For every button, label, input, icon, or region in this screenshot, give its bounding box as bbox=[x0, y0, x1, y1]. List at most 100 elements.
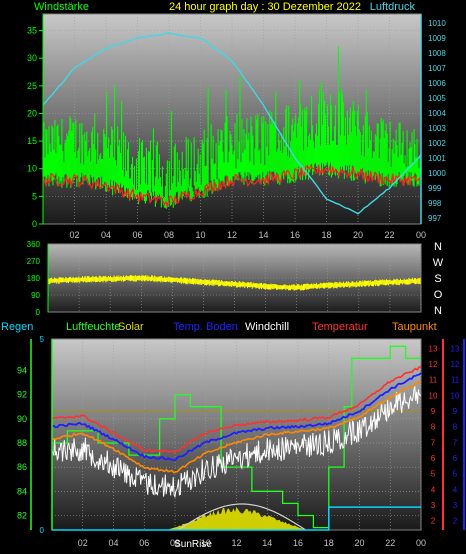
chart3-y-temp-tick: 2 bbox=[431, 517, 436, 526]
chart3-y-rain-tick: 0 bbox=[40, 526, 45, 535]
chart3-y-soil-tick: 10 bbox=[451, 391, 460, 400]
legend-taupunkt: Taupunkt bbox=[392, 321, 437, 333]
chart3-y-temp-tick: 7 bbox=[431, 438, 436, 447]
chart3-x-tick: 08 bbox=[170, 538, 180, 548]
chart1-x-tick: 02 bbox=[69, 230, 79, 240]
chart1-y-right-tick: 1003 bbox=[428, 124, 446, 133]
chart1-y-left-tick: 15 bbox=[27, 136, 37, 146]
chart3-y-left-tick: 82 bbox=[17, 510, 27, 520]
chart1-y-right-tick: 1000 bbox=[428, 169, 446, 178]
chart1-y-left-tick: 5 bbox=[32, 191, 37, 201]
chart1-y-left-tick: 0 bbox=[32, 219, 37, 229]
chart1-y-left-tick: 35 bbox=[27, 26, 37, 36]
chart3-x-tick: 00 bbox=[416, 538, 426, 548]
chart1-y-right-tick: 1007 bbox=[428, 64, 446, 73]
chart3-x-tick: 04 bbox=[108, 538, 118, 548]
chart1-y-right-tick: 999 bbox=[428, 184, 442, 193]
chart2-compass-label: N bbox=[434, 305, 442, 317]
chart2-y-tick: 270 bbox=[27, 257, 41, 266]
temperature-line bbox=[51, 366, 422, 454]
sunrise-annotation: SunRise bbox=[174, 539, 212, 550]
chart3-x-tick: 14 bbox=[262, 538, 272, 548]
chart1-x-tick: 00 bbox=[416, 230, 426, 240]
chart3-y-left-tick: 86 bbox=[17, 462, 27, 472]
rain-line bbox=[52, 506, 421, 531]
chart3-y-temp-tick: 10 bbox=[429, 391, 438, 400]
chart2-compass-label: W bbox=[433, 257, 444, 269]
chart2-compass-label: O bbox=[434, 289, 443, 301]
chart3-y-temp-tick: 5 bbox=[431, 470, 436, 479]
chart3-y-temp-tick: 3 bbox=[431, 501, 436, 510]
chart3-y-soil-tick: 2 bbox=[453, 517, 458, 526]
chart1-y-right-tick: 1009 bbox=[428, 34, 446, 43]
chart3-y-temp-tick: 4 bbox=[431, 485, 436, 494]
chart3-y-left-tick: 88 bbox=[17, 438, 27, 448]
solar-area bbox=[167, 507, 306, 530]
chart3-y-temp-tick: 11 bbox=[429, 376, 438, 385]
chart1-y-right-tick: 1001 bbox=[428, 154, 446, 163]
chart3-y-soil-tick: 11 bbox=[451, 376, 460, 385]
legend-luftfeuchte: Luftfeuchte bbox=[66, 321, 120, 333]
humidity-line bbox=[52, 345, 421, 529]
chart3-x-tick: 16 bbox=[293, 538, 303, 548]
chart1-y-right-tick: 998 bbox=[428, 199, 442, 208]
chart3-x-tick: 10 bbox=[201, 538, 211, 548]
legend-temp-boden: Temp. Boden bbox=[173, 321, 238, 333]
chart1-x-tick: 22 bbox=[384, 230, 394, 240]
chart2-y-tick: 360 bbox=[27, 240, 41, 249]
pressure-line bbox=[42, 32, 422, 215]
chart1-y-left-tick: 25 bbox=[27, 81, 37, 91]
chart1-y-right-tick: 1010 bbox=[428, 19, 446, 28]
chart1-title: 24 hour graph day : 30 Dezember 2022 bbox=[169, 1, 361, 13]
chart1-y-right-tick: 1005 bbox=[428, 94, 446, 103]
chart2-compass-label: N bbox=[434, 241, 442, 253]
wind-low-line bbox=[42, 164, 422, 208]
chart1-x-tick: 12 bbox=[227, 230, 237, 240]
chart1-x-tick: 16 bbox=[290, 230, 300, 240]
chart1-y-left-tick: 20 bbox=[27, 108, 37, 118]
chart3-y-soil-tick: 5 bbox=[453, 470, 458, 479]
windchill-line bbox=[51, 386, 422, 498]
chart3-y-soil-tick: 9 bbox=[453, 407, 458, 416]
chart1-y-left-tick: 10 bbox=[27, 164, 37, 174]
chart3-y-rain-tick: 5 bbox=[40, 335, 45, 344]
soil-temp-line bbox=[51, 372, 422, 462]
chart1-x-tick: 04 bbox=[101, 230, 111, 240]
chart2-y-tick: 180 bbox=[27, 274, 41, 283]
chart3-y-soil-tick: 6 bbox=[453, 454, 458, 463]
chart2-y-tick: 90 bbox=[31, 291, 40, 300]
chart3-y-temp-tick: 13 bbox=[429, 344, 438, 353]
chart1-y-left-tick: 30 bbox=[27, 53, 37, 63]
chart3-y-left-tick: 90 bbox=[17, 414, 27, 424]
chart1-y-right-tick: 1006 bbox=[428, 79, 446, 88]
chart3-x-tick: 20 bbox=[354, 538, 364, 548]
chart3-y-left-tick: 94 bbox=[17, 365, 27, 375]
chart1-y-right-tick: 1002 bbox=[428, 139, 446, 148]
chart1-x-tick: 10 bbox=[195, 230, 205, 240]
chart3-x-tick: 18 bbox=[324, 538, 334, 548]
chart1-x-tick: 08 bbox=[164, 230, 174, 240]
chart1-x-tick: 20 bbox=[353, 230, 363, 240]
chart3-y-left-tick: 84 bbox=[17, 486, 27, 496]
sun-curve bbox=[177, 503, 307, 531]
chart3-x-tick: 12 bbox=[231, 538, 241, 548]
legend-solar: Solar bbox=[118, 321, 144, 333]
chart2-compass-label: S bbox=[434, 273, 441, 285]
chart3-y-temp-tick: 6 bbox=[431, 454, 436, 463]
chart3-y-temp-tick: 9 bbox=[431, 407, 436, 416]
chart1-y-right-tick: 1004 bbox=[428, 109, 446, 118]
chart3-x-tick: 06 bbox=[139, 538, 149, 548]
dewpoint-line bbox=[51, 380, 422, 474]
chart3-y-soil-tick: 13 bbox=[451, 344, 460, 353]
chart1-right-label: Luftdruck bbox=[370, 1, 416, 13]
chart1-y-right-tick: 997 bbox=[428, 214, 442, 223]
chart1-x-tick: 06 bbox=[132, 230, 142, 240]
chart3-y-temp-tick: 8 bbox=[431, 423, 436, 432]
chart3-y-temp-tick: 12 bbox=[429, 360, 438, 369]
legend-windchill: Windchill bbox=[245, 321, 289, 333]
chart3-y-soil-tick: 3 bbox=[453, 501, 458, 510]
chart2-y-tick: 0 bbox=[36, 308, 41, 317]
legend-temperatur: Temperatur bbox=[312, 321, 368, 333]
legend-regen: Regen bbox=[1, 321, 33, 333]
